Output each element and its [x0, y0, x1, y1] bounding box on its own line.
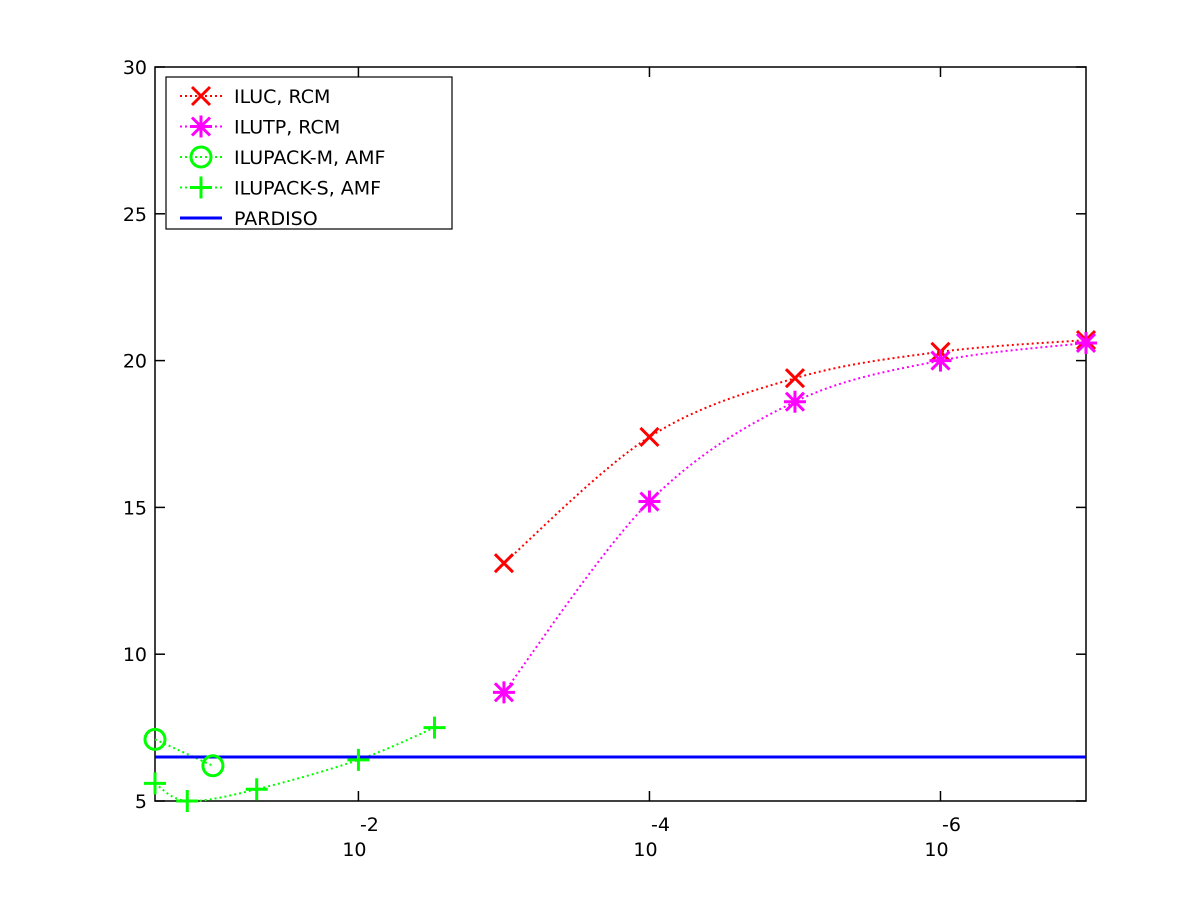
data-point-ilutp-rcm: [929, 349, 952, 372]
legend-label-ilupack-m-amf: ILUPACK-M, AMF: [234, 147, 385, 169]
legend-marker-iluc-rcm: [190, 85, 212, 107]
legend-label-iluc-rcm: ILUC, RCM: [234, 86, 330, 108]
x-tick-label-base: 10: [342, 839, 366, 861]
data-point-ilupack-m-amf: [143, 727, 167, 751]
y-tick-label: 10: [123, 644, 147, 666]
series-line-ilupack-s-amf: [154, 726, 435, 803]
legend-label-ilutp-rcm: ILUTP, RCM: [234, 117, 340, 139]
data-point-ilutp-rcm: [638, 490, 661, 513]
x-tick-label-exponent: -2: [360, 814, 379, 836]
data-point-iluc-rcm: [784, 368, 806, 389]
series-line-ilutp-rcm: [503, 341, 1087, 693]
x-tick-label-exponent: -4: [651, 814, 670, 836]
data-point-ilupack-s-amf: [347, 748, 370, 771]
axis-ticks: 5 10 15 20 25 30 -2 10 -4 10 -6 10: [123, 57, 1086, 861]
legend-marker-ilupack-m-amf: [189, 145, 213, 169]
legend-marker-ilutp-rcm: [190, 115, 212, 138]
data-point-ilupack-s-amf: [144, 772, 166, 795]
x-tick-label-base: 10: [924, 839, 948, 861]
data-point-ilupack-s-amf: [245, 778, 268, 801]
y-tick-label: 15: [123, 497, 147, 519]
legend-label-pardiso: PARDISO: [234, 208, 318, 230]
y-tick-label: 25: [123, 204, 147, 226]
data-point-iluc-rcm: [639, 426, 660, 447]
y-tick-label: 30: [123, 57, 147, 79]
legend-marker-ilupack-s-amf: [190, 176, 212, 199]
y-tick-label: 20: [123, 351, 147, 373]
x-tick-label-base: 10: [633, 839, 657, 861]
data-point-ilutp-rcm: [1075, 331, 1097, 354]
legend: ILUC, RCM ILUTP, RCM ILUPACK-M, AMF ILUPACK…: [165, 76, 453, 230]
data-point-ilupack-m-amf: [201, 754, 225, 778]
data-point-ilupack-s-amf: [423, 716, 446, 739]
data-point-ilutp-rcm: [492, 681, 515, 704]
data-point-iluc-rcm: [493, 553, 514, 574]
legend-box: [165, 76, 453, 230]
data-point-ilutp-rcm: [783, 390, 806, 413]
series-markers: [143, 329, 1097, 812]
x-tick-label-exponent: -6: [942, 814, 961, 836]
y-tick-label: 5: [135, 791, 147, 813]
data-point-ilupack-s-amf: [176, 790, 199, 812]
legend-label-ilupack-s-amf: ILUPACK-S, AMF: [234, 178, 381, 200]
